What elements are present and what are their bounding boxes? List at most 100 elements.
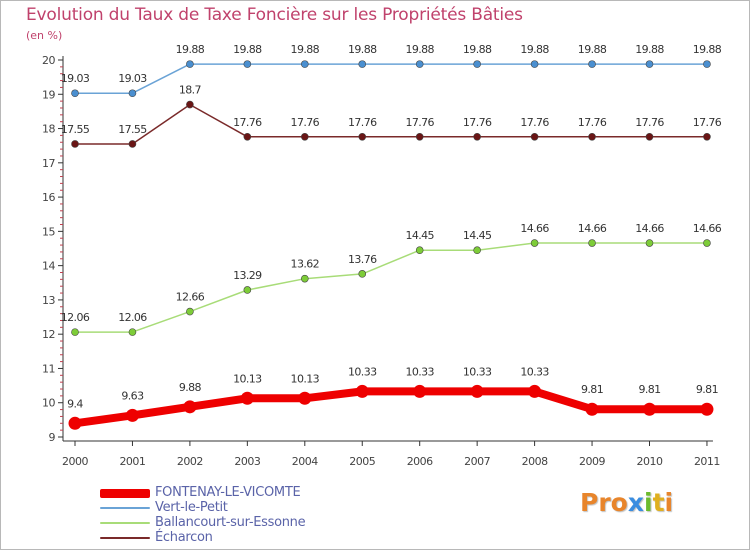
data-label: 9.81 — [581, 383, 603, 396]
data-point — [413, 384, 427, 398]
data-label: 10.13 — [291, 372, 320, 385]
x-tick-label: 2005 — [349, 455, 375, 468]
data-label: 13.62 — [291, 258, 320, 271]
data-label: 19.88 — [291, 43, 320, 56]
data-label: 19.88 — [520, 43, 549, 56]
y-tick-label: 9 — [49, 431, 56, 444]
y-tick-label: 15 — [42, 225, 55, 238]
data-point — [71, 140, 79, 148]
data-label: 19.88 — [233, 43, 262, 56]
data-point — [243, 286, 252, 294]
data-point — [355, 384, 369, 398]
data-label: 9.81 — [696, 383, 718, 396]
data-label: 10.33 — [405, 365, 434, 378]
data-label: 14.66 — [693, 222, 722, 235]
data-label: 9.4 — [67, 397, 83, 410]
data-point — [71, 89, 79, 98]
data-point — [128, 89, 137, 98]
legend-label: Écharcon — [155, 530, 213, 545]
y-tick-label: 19 — [42, 88, 55, 101]
x-tick-label: 2004 — [292, 455, 318, 468]
legend-label: Vert-le-Petit — [155, 500, 228, 515]
data-label: 17.76 — [635, 116, 664, 129]
y-tick-label: 18 — [42, 123, 55, 136]
x-tick-label: 2000 — [62, 455, 88, 468]
data-label: 18.7 — [179, 84, 202, 97]
data-point — [588, 60, 596, 68]
series-line--charcon — [74, 103, 708, 145]
data-label: 17.76 — [348, 116, 377, 129]
data-point — [358, 60, 367, 68]
logo-letter: t — [652, 488, 665, 517]
data-point — [186, 307, 194, 316]
data-point — [183, 400, 197, 414]
y-tick-label: 10 — [42, 397, 55, 410]
data-label: 19.88 — [635, 43, 664, 56]
data-point — [645, 132, 654, 141]
data-point — [243, 60, 252, 68]
data-point — [128, 140, 137, 148]
logo-letter: o — [610, 488, 628, 517]
data-label: 17.76 — [520, 116, 549, 129]
data-label: 12.06 — [61, 311, 90, 324]
data-point — [71, 328, 79, 336]
data-point — [585, 402, 599, 416]
data-point — [415, 60, 424, 68]
data-point — [240, 391, 254, 405]
data-label: 9.81 — [638, 383, 660, 396]
y-unit-label: (en %) — [26, 29, 63, 42]
x-tick-label: 2003 — [234, 455, 260, 468]
data-label: 14.45 — [463, 229, 492, 242]
y-tick-label: 12 — [42, 328, 55, 341]
data-label: 19.03 — [118, 72, 147, 85]
data-label: 19.88 — [348, 43, 377, 56]
y-tick-label: 11 — [42, 362, 55, 375]
series-line-fontenay-le-vicomte — [71, 387, 711, 428]
data-label: 9.63 — [121, 389, 144, 402]
data-label: 10.33 — [463, 365, 492, 378]
data-label: 12.06 — [118, 311, 147, 324]
legend-swatch — [100, 488, 150, 498]
data-label: 10.13 — [233, 372, 262, 385]
data-point — [415, 132, 424, 141]
data-point — [700, 402, 714, 416]
x-tick-label: 2011 — [694, 455, 720, 468]
data-label: 14.66 — [635, 222, 664, 235]
data-label: 10.33 — [348, 365, 377, 378]
legend-label: Ballancourt-sur-Essonne — [155, 515, 306, 530]
series-line-ballancourt-sur-essonne — [74, 242, 708, 333]
data-point — [68, 416, 82, 430]
data-point — [243, 132, 252, 141]
y-tick-label: 20 — [42, 54, 55, 67]
data-point — [186, 60, 194, 68]
data-label: 9.88 — [179, 381, 202, 394]
y-tick-label: 17 — [42, 157, 55, 170]
x-tick-label: 2001 — [119, 455, 145, 468]
data-label: 17.76 — [405, 116, 434, 129]
data-point — [703, 60, 711, 68]
data-point — [298, 391, 312, 405]
data-point — [530, 239, 539, 247]
data-point — [645, 60, 654, 68]
legend-swatch — [100, 507, 150, 509]
data-point — [470, 384, 484, 398]
data-label: 19.88 — [578, 43, 607, 56]
y-tick-label: 14 — [42, 260, 55, 273]
data-label: 17.76 — [233, 116, 262, 129]
data-point — [473, 60, 481, 68]
data-point — [703, 132, 711, 141]
data-point — [415, 246, 424, 255]
logo-letter: P — [580, 488, 599, 517]
data-point — [473, 132, 481, 141]
data-point — [128, 328, 137, 336]
data-label: 14.66 — [520, 222, 549, 235]
data-label: 17.76 — [463, 116, 492, 129]
data-point — [186, 100, 194, 109]
data-label: 10.33 — [520, 365, 549, 378]
data-label: 19.88 — [405, 43, 434, 56]
data-point — [473, 246, 481, 255]
data-point — [300, 274, 309, 283]
data-label: 19.88 — [693, 43, 722, 56]
data-label: 13.76 — [348, 253, 377, 266]
